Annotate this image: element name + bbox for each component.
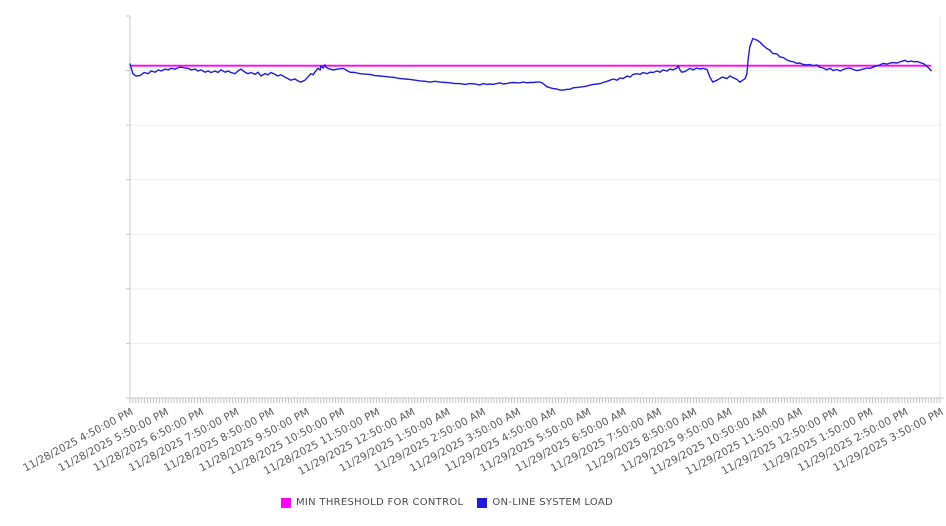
y-axis-ticks	[126, 15, 130, 399]
series-line-system-load	[129, 37, 932, 91]
chart-legend: MIN THRESHOLD FOR CONTROL ON-LINE SYSTEM…	[0, 497, 920, 508]
legend-item-system-load[interactable]: ON-LINE SYSTEM LOAD	[477, 497, 613, 508]
legend-label-system-load: ON-LINE SYSTEM LOAD	[492, 497, 614, 508]
legend-item-min-threshold[interactable]: MIN THRESHOLD FOR CONTROL	[280, 497, 464, 508]
legend-swatch-system-load	[477, 497, 488, 508]
x-axis-minor-ticks	[129, 398, 941, 403]
legend-label-min-threshold: MIN THRESHOLD FOR CONTROL	[295, 497, 464, 508]
legend-swatch-min-threshold	[280, 497, 291, 508]
